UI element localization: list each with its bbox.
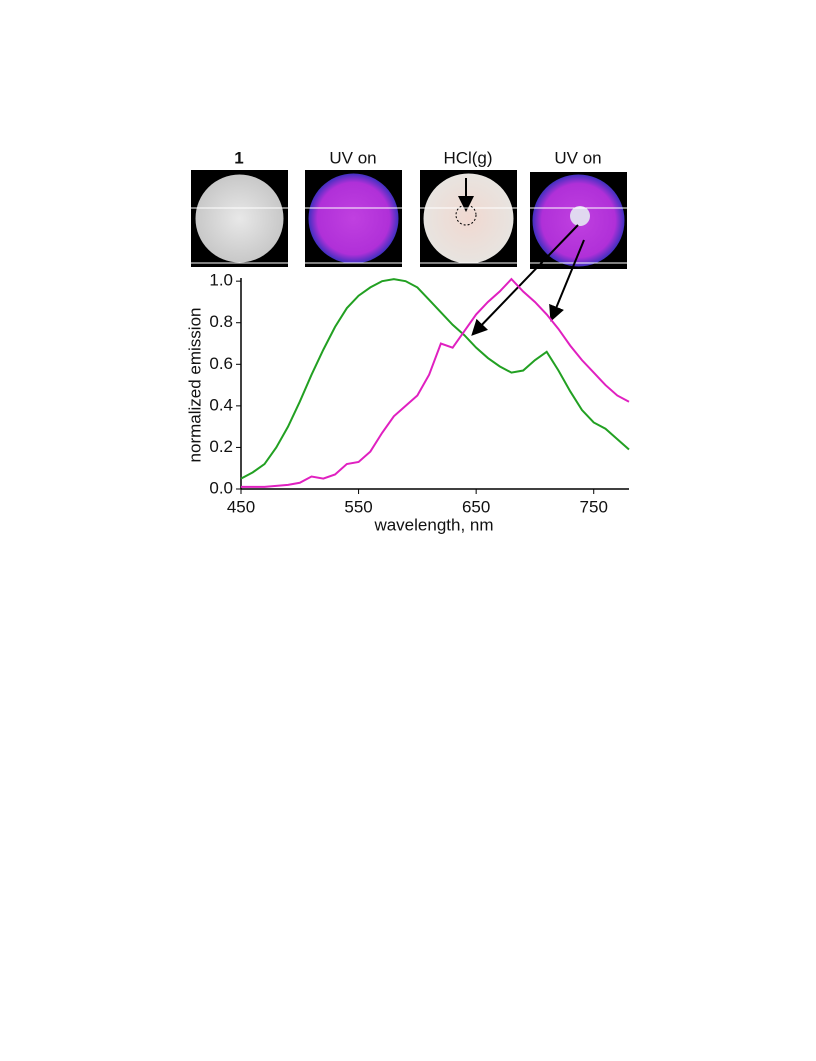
x-tick-label: 450 xyxy=(227,497,255,516)
y-tick-label: 0.8 xyxy=(209,312,233,331)
y-tick-label: 1.0 xyxy=(209,271,233,290)
y-tick-label: 0.6 xyxy=(209,354,233,373)
x-tick-label: 750 xyxy=(580,497,608,516)
y-axis-label: normalized emission xyxy=(185,308,204,463)
panel-label: UV on xyxy=(554,148,601,167)
x-tick-label: 650 xyxy=(462,497,490,516)
line xyxy=(240,278,630,480)
line xyxy=(241,277,630,488)
y-tick-label: 0.2 xyxy=(209,437,233,456)
y-tick-label: 0.0 xyxy=(209,478,233,497)
x-tick-label: 550 xyxy=(344,497,372,516)
y-tick-label: 0.4 xyxy=(209,395,233,414)
panel-label: 1 xyxy=(234,148,243,167)
photos xyxy=(191,170,627,269)
panel-label: UV on xyxy=(329,148,376,167)
arrows xyxy=(471,224,585,336)
panel-label: HCl(g) xyxy=(443,148,492,167)
x-axis-label: wavelength, nm xyxy=(373,515,493,534)
